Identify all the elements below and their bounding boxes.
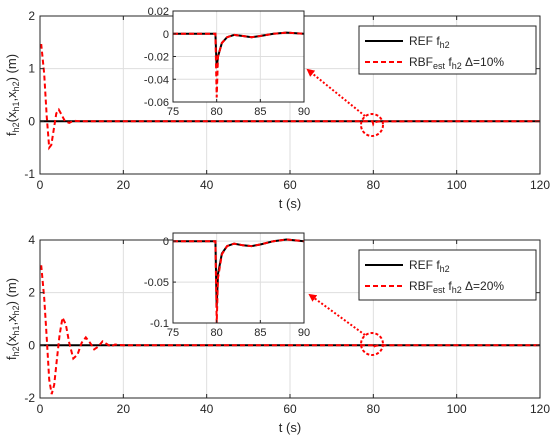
y-tick-label: 2: [28, 9, 35, 23]
inset-x-tick-label: 75: [167, 106, 179, 118]
inset-y-tick-label: 0.02: [148, 6, 169, 18]
inset-x-tick-label: 90: [298, 327, 310, 339]
x-tick-label: 100: [447, 178, 467, 192]
x-tick-label: 60: [283, 402, 297, 416]
x-tick-label: 80: [367, 402, 381, 416]
legend-label-ref: REF fh2: [409, 34, 450, 50]
legend-label-rbf: RBFest fh2 Δ=10%: [409, 55, 504, 71]
inset-x-tick-label: 85: [254, 106, 266, 118]
inset-series-rbf: [173, 31, 305, 98]
inset-x-tick-label: 80: [211, 106, 223, 118]
y-tick-label: -2: [24, 391, 35, 405]
zoom-circle: [360, 113, 384, 137]
x-tick-label: 40: [200, 402, 214, 416]
inset-y-tick-label: 0: [163, 29, 169, 41]
x-tick-label: 120: [530, 178, 550, 192]
y-axis-label: fh2(xh1,xh2) (m): [4, 54, 21, 136]
legend-box: [358, 25, 537, 75]
legend-label-ref: REF fh2: [409, 258, 450, 274]
zoom-arrow: [308, 293, 366, 336]
inset-frame: [172, 232, 305, 324]
inset-background: [173, 233, 304, 323]
inset-y-tick-label: -0.02: [144, 52, 169, 64]
y-tick-label: 2: [28, 286, 35, 300]
x-tick-label: 100: [447, 402, 467, 416]
y-tick-label: -1: [24, 167, 35, 181]
x-tick-label: 60: [283, 178, 297, 192]
y-tick-label: 4: [28, 233, 35, 247]
inset-y-tick-label: 0: [163, 236, 169, 248]
inset-x-tick-label: 80: [211, 327, 223, 339]
zoom-arrow: [306, 68, 366, 117]
inset-x-tick-label: 90: [298, 106, 310, 118]
legend-box: [358, 249, 537, 301]
x-tick-label: 0: [37, 178, 44, 192]
inset-x-tick-label: 75: [167, 327, 179, 339]
inset-y-tick-label: -0.04: [144, 74, 169, 86]
y-axis-label: fh2(xh1,xh2) (m): [4, 278, 21, 360]
x-tick-label: 40: [200, 178, 214, 192]
x-tick-label: 80: [367, 178, 381, 192]
x-tick-label: 0: [37, 402, 44, 416]
x-tick-label: 120: [530, 402, 550, 416]
inset-y-tick-label: -0.06: [144, 97, 169, 109]
y-tick-label: 0: [28, 338, 35, 352]
inset-y-tick-label: -0.05: [144, 277, 169, 289]
y-tick-label: 1: [28, 62, 35, 76]
y-tick-label: 0: [28, 114, 35, 128]
inset-x-tick-label: 85: [254, 327, 266, 339]
legend-label-rbf: RBFest fh2 Δ=20%: [409, 279, 504, 295]
inset-y-tick-label: -0.1: [150, 318, 169, 330]
series-line-rbf: [40, 44, 540, 151]
zoom-circle: [360, 332, 384, 356]
x-tick-label: 20: [117, 402, 131, 416]
x-axis-label: t (s): [279, 420, 301, 435]
series-line-rbf: [40, 265, 540, 395]
x-axis-label: t (s): [279, 196, 301, 211]
x-tick-label: 20: [117, 178, 131, 192]
